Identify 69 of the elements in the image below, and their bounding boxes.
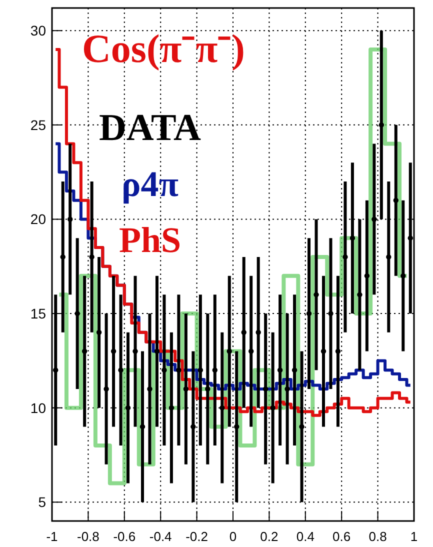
point bbox=[292, 368, 298, 373]
point bbox=[147, 386, 152, 392]
text: Cos(π⁻π⁻) bbox=[82, 26, 245, 71]
x-tick-label: -0.8 bbox=[76, 529, 100, 544]
point bbox=[110, 348, 116, 354]
point bbox=[96, 330, 102, 335]
point bbox=[320, 348, 326, 354]
x-tick-label: 0.4 bbox=[296, 529, 314, 544]
point bbox=[68, 216, 73, 222]
point bbox=[176, 368, 182, 373]
point bbox=[74, 310, 80, 316]
y-tick-label: 5 bbox=[38, 494, 46, 510]
series-label: PhS bbox=[118, 220, 182, 260]
point bbox=[299, 424, 304, 430]
point bbox=[328, 310, 334, 316]
x-tick-label: -0.4 bbox=[149, 529, 172, 544]
y-tick-label: 20 bbox=[30, 211, 46, 228]
y-tick-label: 25 bbox=[30, 116, 46, 133]
point bbox=[314, 292, 319, 298]
point bbox=[162, 368, 167, 373]
point bbox=[168, 405, 174, 410]
point bbox=[53, 368, 58, 373]
point bbox=[220, 405, 225, 410]
point bbox=[262, 386, 268, 392]
x-tick-label: -0.6 bbox=[113, 529, 136, 544]
point bbox=[82, 348, 88, 354]
point bbox=[132, 348, 138, 354]
point bbox=[284, 386, 290, 392]
y-tick-label: 15 bbox=[30, 306, 46, 322]
point bbox=[393, 198, 398, 203]
y-tick-label: 30 bbox=[30, 22, 46, 39]
point bbox=[198, 368, 204, 373]
point bbox=[212, 368, 218, 373]
point bbox=[125, 405, 131, 410]
point bbox=[140, 424, 146, 430]
point bbox=[60, 254, 66, 260]
point bbox=[256, 330, 261, 335]
point bbox=[342, 254, 348, 260]
point bbox=[386, 254, 392, 260]
point bbox=[248, 348, 254, 354]
x-tick-label: 0.2 bbox=[260, 529, 278, 544]
series-label: ρ4π bbox=[122, 164, 179, 204]
point bbox=[154, 348, 160, 354]
point bbox=[270, 405, 276, 410]
x-tick-label: 0.6 bbox=[332, 529, 351, 544]
x-tick-label: -0.2 bbox=[186, 529, 208, 544]
point bbox=[205, 386, 210, 392]
x-tick-label: 0 bbox=[229, 529, 237, 544]
point bbox=[408, 235, 413, 241]
point bbox=[234, 424, 240, 430]
point bbox=[277, 368, 283, 373]
point bbox=[104, 386, 109, 392]
point bbox=[372, 216, 377, 222]
point bbox=[118, 368, 124, 373]
x-tick-label: 1 bbox=[410, 529, 418, 544]
point bbox=[378, 122, 384, 128]
point bbox=[357, 292, 362, 298]
point bbox=[241, 330, 246, 335]
point bbox=[226, 348, 232, 354]
point bbox=[89, 254, 94, 260]
point bbox=[400, 273, 406, 278]
y-tick-label: 10 bbox=[30, 400, 46, 416]
point bbox=[190, 424, 196, 430]
series-label: DATA bbox=[98, 107, 202, 149]
x-tick-label: 0.8 bbox=[368, 529, 387, 544]
point bbox=[183, 386, 189, 392]
point bbox=[364, 273, 370, 278]
point bbox=[335, 348, 341, 354]
x-tick-label: -1 bbox=[46, 529, 58, 544]
